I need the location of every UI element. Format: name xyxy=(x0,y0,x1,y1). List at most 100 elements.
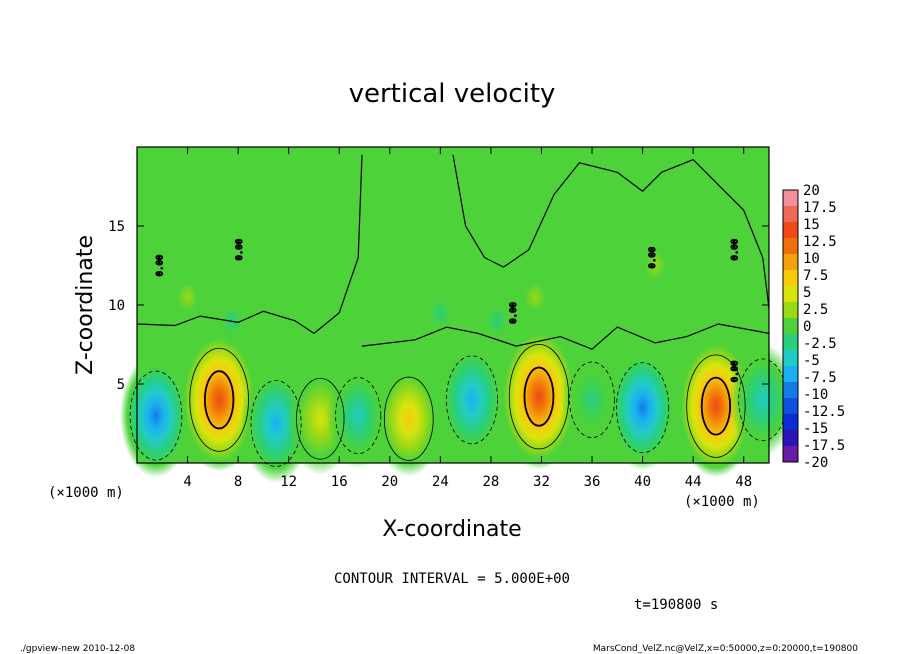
y-tick-label: 10 xyxy=(108,298,125,314)
x-tick-label: 48 xyxy=(735,474,752,490)
field-peak xyxy=(477,292,518,349)
colorbar-label: -2.5 xyxy=(803,336,837,352)
contour-line xyxy=(523,366,555,427)
colorbar-swatch xyxy=(783,366,798,382)
colorbar-swatch xyxy=(783,190,798,206)
colorbar-label: 0 xyxy=(803,319,811,335)
colorbar-swatch xyxy=(783,334,798,350)
contour-line xyxy=(700,376,732,436)
contour-line xyxy=(508,343,570,450)
colorbar-label: -7.5 xyxy=(803,370,837,386)
footer-left-text: ./gpview-new 2010-12-08 xyxy=(20,644,135,654)
field-peak xyxy=(420,284,461,341)
colorbar-swatch xyxy=(783,382,798,398)
zero-contour xyxy=(361,323,770,350)
field-peak xyxy=(560,347,624,453)
field-peak xyxy=(120,353,192,478)
contour-line xyxy=(445,355,498,445)
contour-interval-text: CONTOUR INTERVAL = 5.000E+00 xyxy=(334,571,570,587)
colorbar-swatch xyxy=(783,206,798,222)
chart-title: vertical velocity xyxy=(349,79,556,109)
colorbar-label: 7.5 xyxy=(803,268,828,284)
x-tick-label: 24 xyxy=(432,474,449,490)
y-axis: 5 10 15 xyxy=(108,219,769,393)
field-peak xyxy=(635,237,676,294)
contour-label: 0.00 xyxy=(730,239,740,261)
contour-line xyxy=(569,361,615,438)
colorbar-label: -5 xyxy=(803,353,820,369)
contour-label: 0.00 xyxy=(730,361,740,383)
x-axis-title: X-coordinate xyxy=(382,517,521,542)
contour-line xyxy=(335,377,382,455)
colorbar-label: -20 xyxy=(803,455,828,471)
colorbar-label: -12.5 xyxy=(803,404,845,420)
contour-line xyxy=(686,354,746,458)
y-axis-title: Z-coordinate xyxy=(73,235,98,375)
field-peak xyxy=(729,343,797,457)
colorbar-swatch xyxy=(783,430,798,446)
contour-label: 0.00 xyxy=(235,239,245,261)
colorbar-label: 20 xyxy=(803,183,820,199)
colorbar-label: 17.5 xyxy=(803,200,837,216)
colorbar: 2017.51512.5107.552.50-2.5-5-7.5-10-12.5… xyxy=(782,183,845,471)
y-tick-label: 15 xyxy=(108,219,125,235)
colorbar-label: 2.5 xyxy=(803,302,828,318)
x-axis: 4 8 12 16 20 24 28 32 36 40 44 48 xyxy=(183,147,752,490)
x-tick-label: 28 xyxy=(482,474,499,490)
colorbar-label: 10 xyxy=(803,251,820,267)
colorbar-swatch xyxy=(783,302,798,318)
x-tick-label: 12 xyxy=(280,474,297,490)
field-peak xyxy=(178,328,260,472)
colorbar-swatch xyxy=(783,350,798,366)
contour-line xyxy=(203,370,235,430)
x-unit-label-right: (×1000 m) xyxy=(684,494,760,510)
field-peak xyxy=(436,338,508,461)
x-tick-label: 16 xyxy=(331,474,348,490)
plot-area: 0.00 0.00 0.00 0.00 0.00 0.00 xyxy=(120,146,797,484)
time-label: t=190800 s xyxy=(634,597,718,613)
x-tick-label: 32 xyxy=(533,474,550,490)
field-peak xyxy=(515,269,556,326)
colorbar-swatch xyxy=(783,286,798,302)
contour-line xyxy=(250,380,302,467)
contour-label: 0.00 xyxy=(509,302,519,324)
zero-contour xyxy=(136,154,363,335)
colorbar-label: 12.5 xyxy=(803,234,837,250)
colorbar-swatch xyxy=(783,398,798,414)
contour-label: 0.00 xyxy=(155,255,165,277)
x-tick-label: 44 xyxy=(685,474,702,490)
contour-line xyxy=(383,376,434,461)
colorbar-swatch xyxy=(783,446,798,462)
contour-line xyxy=(189,347,249,452)
x-tick-label: 4 xyxy=(183,474,191,490)
colorbar-label: -15 xyxy=(803,421,828,437)
x-tick-label: 40 xyxy=(634,474,651,490)
contour-line xyxy=(296,377,345,460)
colorbar-swatch xyxy=(783,414,798,430)
x-tick-label: 8 xyxy=(234,474,242,490)
colorbar-swatch xyxy=(783,222,798,238)
field-peak xyxy=(326,362,390,469)
colorbar-label: 15 xyxy=(803,217,820,233)
colorbar-label: 5 xyxy=(803,285,811,301)
zero-contour xyxy=(452,154,770,309)
x-unit-label-left: (×1000 m) xyxy=(48,485,124,501)
footer-right-text: MarsCond_VelZ.nc@VelZ,x=0:50000,z=0:2000… xyxy=(593,644,858,654)
colorbar-swatch xyxy=(783,270,798,286)
contour-line xyxy=(129,370,183,461)
contour-line xyxy=(616,362,670,454)
y-tick-label: 5 xyxy=(117,377,125,393)
x-tick-label: 36 xyxy=(584,474,601,490)
field-peak xyxy=(167,269,208,326)
colorbar-swatch xyxy=(783,254,798,270)
field-peak xyxy=(374,360,443,477)
colorbar-label: -10 xyxy=(803,387,828,403)
colorbar-swatch xyxy=(783,318,798,334)
colorbar-frame xyxy=(782,189,799,463)
colorbar-label: -17.5 xyxy=(803,438,845,454)
contour-label: 0.00 xyxy=(648,247,658,269)
colorbar-swatch xyxy=(783,238,798,254)
x-tick-label: 20 xyxy=(381,474,398,490)
field-peak xyxy=(606,345,679,471)
